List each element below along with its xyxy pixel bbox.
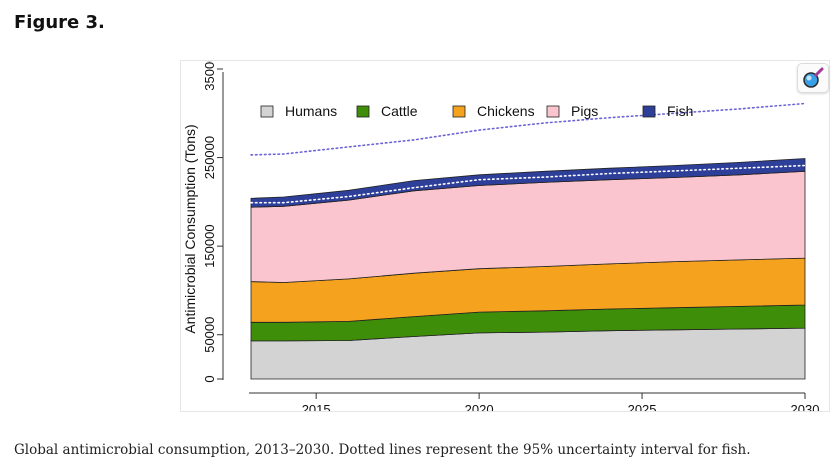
area-fish xyxy=(250,158,806,208)
x-axis-ticks: 2015 2020 2025 2030 xyxy=(302,393,820,417)
x-tick-label: 2025 xyxy=(628,402,657,411)
legend-label-cattle: Cattle xyxy=(381,103,418,119)
legend-swatch-fish xyxy=(642,105,656,118)
uncertainty-upper-line xyxy=(250,102,806,156)
stacked-areas xyxy=(250,158,806,380)
x-tick-label: 2015 xyxy=(302,402,331,411)
chart-panel: 0 50000 150000 250000 350000 2015 2020 2025 203… xyxy=(180,47,830,417)
uncertainty-lower-line xyxy=(250,164,806,204)
y-axis-label: Antimicrobial Consumption (Tons) xyxy=(182,124,198,333)
legend: Humans Cattle Chickens Pigs Fish xyxy=(260,103,693,119)
legend-swatch-pigs xyxy=(546,105,560,118)
zoom-magnifier-icon xyxy=(803,67,824,88)
x-tick-label: 2020 xyxy=(465,402,494,411)
zoom-button[interactable] xyxy=(797,63,829,93)
x-tick-label: 2030 xyxy=(791,402,820,411)
uncertainty-lines xyxy=(250,102,806,204)
legend-label-fish: Fish xyxy=(667,103,693,119)
legend-swatch-humans xyxy=(260,105,274,118)
legend-swatch-cattle xyxy=(356,105,370,118)
y-tick-label: 250000 xyxy=(202,136,217,179)
y-tick-label: 150000 xyxy=(202,224,217,267)
y-tick-label: 0 xyxy=(202,375,217,382)
area-chart: 0 50000 150000 250000 350000 2015 2020 2025 203… xyxy=(182,47,820,417)
figure-label: Figure 3. xyxy=(14,12,105,33)
legend-label-chickens: Chickens xyxy=(477,103,535,119)
y-tick-label: 350000 xyxy=(202,61,217,91)
legend-label-pigs: Pigs xyxy=(571,103,598,119)
y-tick-label: 50000 xyxy=(202,317,217,353)
figure-caption: Global antimicrobial consumption, 2013–2… xyxy=(14,442,751,458)
legend-label-humans: Humans xyxy=(285,103,337,119)
legend-swatch-chickens xyxy=(452,105,466,118)
y-axis-ticks: 0 50000 150000 250000 350000 xyxy=(202,47,223,383)
